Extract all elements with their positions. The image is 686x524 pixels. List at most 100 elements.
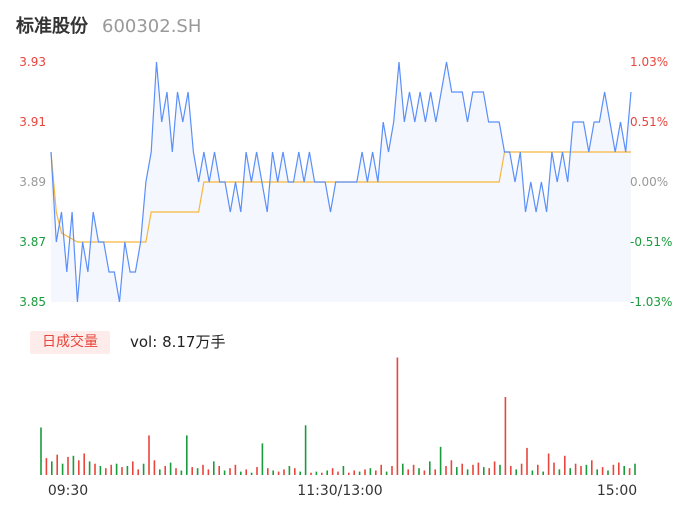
volume-bar xyxy=(342,466,345,475)
y-tick-left: 3.85 xyxy=(19,295,46,309)
volume-bar xyxy=(618,462,620,475)
y-tick-right: -0.51% xyxy=(630,235,672,249)
volume-bar xyxy=(337,471,339,475)
volume-bar xyxy=(256,467,258,475)
volume-bar xyxy=(148,435,150,475)
y-tick-right: 1.03% xyxy=(630,55,668,69)
volume-label: vol: xyxy=(130,333,158,351)
volume-bar xyxy=(391,466,393,475)
percent-axis-right: 1.03% 0.51% 0.00% -0.51% -1.03% xyxy=(630,55,672,309)
volume-bar xyxy=(250,472,253,475)
volume-bar xyxy=(115,463,118,475)
x-tick: 11:30/13:00 xyxy=(297,483,382,499)
volume-bar xyxy=(186,435,188,475)
volume-bar xyxy=(288,466,291,475)
y-tick-left: 3.87 xyxy=(19,235,46,249)
volume-bar xyxy=(202,464,204,475)
volume-bar xyxy=(164,466,166,475)
volume-bar xyxy=(283,469,285,476)
volume-bar xyxy=(45,458,48,475)
volume-bar xyxy=(326,470,328,475)
volume-bar xyxy=(159,469,161,476)
stock-name: 标准股份 xyxy=(16,16,88,37)
volume-bar xyxy=(612,464,615,475)
stock-header: 标准股份 600302.SH xyxy=(16,12,201,40)
volume-bar xyxy=(461,463,463,475)
volume-bar xyxy=(396,357,399,475)
volume-bar xyxy=(261,443,264,475)
volume-bar xyxy=(634,463,636,475)
volume-bar xyxy=(493,461,496,475)
volume-bar xyxy=(585,464,588,475)
volume-bar xyxy=(121,467,123,475)
volume-bar xyxy=(375,470,377,475)
volume-bar xyxy=(321,472,323,475)
volume-bar xyxy=(72,455,75,475)
volume-bar xyxy=(445,466,447,475)
volume-bar xyxy=(213,461,215,475)
volume-bar xyxy=(240,471,242,475)
y-tick-left: 3.93 xyxy=(19,55,46,69)
volume-bar xyxy=(277,471,280,475)
volume-bar xyxy=(510,466,512,475)
y-tick-right: -1.03% xyxy=(630,295,672,309)
volume-bar xyxy=(574,463,577,475)
volume-bar xyxy=(196,468,199,475)
volume-readout: vol: 8.17万手 xyxy=(130,331,225,354)
volume-bar xyxy=(623,466,625,475)
volume-bar xyxy=(299,471,301,475)
volume-bar xyxy=(234,464,237,475)
volume-bar xyxy=(439,446,442,476)
stock-code: 600302.SH xyxy=(102,16,202,37)
volume-bar xyxy=(591,460,593,475)
volume-bar xyxy=(526,447,528,475)
volume-bar xyxy=(369,468,372,475)
volume-bar xyxy=(331,468,334,475)
volume-bar xyxy=(499,464,501,475)
volume-bar xyxy=(245,469,247,476)
volume-bar xyxy=(537,464,539,475)
volume-bar xyxy=(218,466,220,475)
volume-bar xyxy=(569,468,571,475)
volume-value: 8.17万手 xyxy=(162,333,226,351)
y-tick-left: 3.89 xyxy=(19,175,46,189)
volume-bar xyxy=(456,467,458,475)
volume-bar xyxy=(94,463,96,475)
volume-bar xyxy=(402,463,404,475)
volume-bar xyxy=(564,455,566,475)
volume-bar xyxy=(169,462,172,475)
volume-bar xyxy=(61,463,64,475)
volume-bar xyxy=(310,472,312,475)
volume-bar xyxy=(137,469,139,476)
volume-bar xyxy=(628,468,631,475)
volume-bar xyxy=(67,456,69,475)
volume-bar xyxy=(607,470,609,475)
volume-bar xyxy=(304,425,307,475)
volume-bar xyxy=(418,468,420,475)
volume-bar xyxy=(542,471,544,475)
volume-bar xyxy=(477,462,480,475)
volume-bar xyxy=(380,464,382,475)
volume-bar xyxy=(580,466,582,475)
volume-bar xyxy=(126,466,129,475)
volume-bar xyxy=(315,471,318,475)
volume-bar xyxy=(180,470,183,475)
volume-bar xyxy=(223,470,226,475)
volume-bar xyxy=(78,460,80,475)
x-tick: 15:00 xyxy=(597,483,637,499)
volume-bar xyxy=(434,469,436,476)
price-axis-left: 3.93 3.91 3.89 3.87 3.85 xyxy=(19,55,46,309)
volume-bars xyxy=(40,357,636,476)
volume-tag: 日成交量 xyxy=(30,331,110,354)
y-tick-right: 0.00% xyxy=(630,175,668,189)
volume-bar xyxy=(472,464,474,475)
volume-bar xyxy=(142,463,145,475)
volume-bar xyxy=(353,470,355,475)
volume-bar xyxy=(553,462,555,475)
volume-bar xyxy=(429,461,431,475)
volume-bar xyxy=(56,454,58,475)
volume-bar xyxy=(191,467,193,475)
volume-bar xyxy=(596,469,598,476)
volume-bar xyxy=(488,468,490,475)
